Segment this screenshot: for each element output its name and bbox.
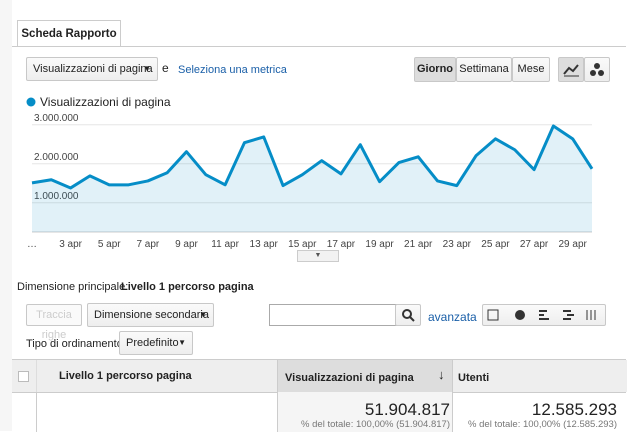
- collapse-handle[interactable]: ▼: [297, 250, 339, 262]
- chart: Visualizzazioni di pagina 1.000.000 2.000…: [26, 95, 594, 250]
- x-tick-label: 9 apr: [175, 239, 198, 250]
- primary-dimension-value: Livello 1 percorso pagina: [121, 281, 254, 293]
- search-input[interactable]: [269, 304, 397, 326]
- plot-rows-button[interactable]: Traccia righe: [26, 304, 82, 341]
- col-line: [36, 392, 37, 432]
- checkbox[interactable]: [18, 371, 29, 382]
- x-tick-label: 3 apr: [59, 239, 82, 250]
- x-tick-label: 19 apr: [365, 239, 394, 250]
- conjunction: e: [162, 61, 169, 75]
- legend-swatch: [26, 97, 36, 107]
- header-cell: Livello 1 percorso pagina: [37, 360, 277, 392]
- x-tick-label: 7 apr: [136, 239, 159, 250]
- checkbox-cell: [12, 360, 37, 392]
- x-tick-label: 15 apr: [288, 239, 317, 250]
- primary-dimension-label: Dimensione principale:: [17, 281, 129, 293]
- total-cell: 51.904.817 % del totale: 100,00% (51.904…: [277, 392, 452, 432]
- total-cell: 12.585.293 % del totale: 100,00% (12.585…: [452, 392, 627, 432]
- header-cell[interactable]: Visualizzazioni di pagina ↓: [277, 360, 452, 392]
- week-button[interactable]: Settimana: [456, 57, 512, 82]
- sort-type-label: Tipo di ordinamento:: [26, 338, 126, 350]
- header-text: Visualizzazioni di pagina: [285, 372, 414, 384]
- sort-dropdown-text: Predefinito: [126, 337, 179, 349]
- y-tick-label: 3.000.000: [34, 113, 79, 124]
- x-tick-label: 17 apr: [327, 239, 356, 250]
- secondary-dimension-dropdown[interactable]: Dimensione secondaria ▼: [87, 303, 214, 327]
- x-tick-label: 5 apr: [98, 239, 121, 250]
- advanced-link[interactable]: avanzata: [428, 310, 477, 324]
- total-note: % del totale: 100,00% (12.585.293): [468, 419, 617, 430]
- x-tick-label: 11 apr: [211, 239, 239, 250]
- total-value: 12.585.293: [531, 400, 617, 419]
- area-fill: [32, 125, 592, 232]
- line-icon: [563, 64, 579, 77]
- x-tick-label: 13 apr: [250, 239, 279, 250]
- view-icons: [487, 309, 596, 321]
- search-icon: [402, 309, 415, 322]
- select-metric-link[interactable]: Seleziona una metrica: [178, 64, 287, 76]
- view-buttons[interactable]: [482, 304, 606, 326]
- metric-dropdown-text: Visualizzazioni di pagina: [33, 63, 153, 75]
- day-button[interactable]: Giorno: [414, 57, 456, 82]
- x-tick-label: 21 apr: [404, 239, 433, 250]
- total-note: % del totale: 100,00% (51.904.817): [301, 419, 450, 430]
- x-tick-label: 27 apr: [520, 239, 549, 250]
- sort-dropdown[interactable]: Predefinito ▼: [119, 331, 193, 355]
- search-button[interactable]: [395, 304, 421, 326]
- sort-arrow: ↓: [438, 367, 445, 382]
- month-button[interactable]: Mese: [512, 57, 550, 82]
- line-chart-button[interactable]: [558, 57, 584, 82]
- x-tick-label: 29 apr: [559, 239, 588, 250]
- legend-label: Visualizzazioni di pagina: [40, 95, 171, 109]
- x-tick-label: 25 apr: [481, 239, 510, 250]
- scatter-button[interactable]: [584, 57, 610, 82]
- header-cell[interactable]: Utenti: [452, 360, 627, 392]
- header-text: Livello 1 percorso pagina: [59, 370, 192, 382]
- x-tick-label: …: [27, 239, 37, 250]
- scatter-icon: [590, 63, 604, 76]
- report-tab[interactable]: Scheda Rapporto: [17, 20, 121, 47]
- header-text: Utenti: [458, 372, 490, 384]
- tab-line: [12, 46, 626, 47]
- secondary-dimension-text: Dimensione secondaria: [94, 309, 209, 321]
- x-tick-label: 23 apr: [443, 239, 472, 250]
- total-value: 51.904.817: [364, 400, 450, 419]
- y-tick-label: 1.000.000: [34, 191, 79, 202]
- y-tick-label: 2.000.000: [34, 152, 79, 163]
- metric-dropdown[interactable]: Visualizzazioni di pagina ▼: [26, 57, 158, 81]
- data-table: Livello 1 percorso pagina Visualizzazion…: [12, 359, 627, 432]
- line: [31, 124, 594, 190]
